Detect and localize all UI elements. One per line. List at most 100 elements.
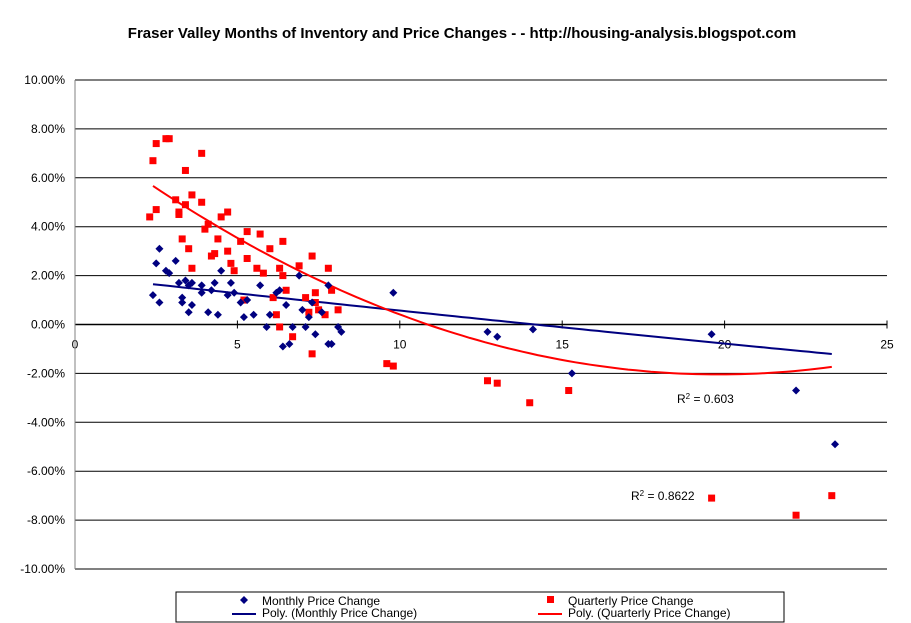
- monthly-point: [187, 300, 196, 309]
- monthly-point: [171, 256, 180, 265]
- monthly-point: [528, 325, 537, 334]
- r2-annotation-monthly: R2 = 0.603: [677, 392, 734, 407]
- monthly-point: [178, 298, 187, 307]
- monthly-point: [184, 308, 193, 317]
- y-tick-label: 10.00%: [24, 73, 65, 87]
- quarterly-point: [308, 252, 316, 260]
- monthly-point: [155, 244, 164, 253]
- quarterly-point: [149, 157, 157, 165]
- quarterly-point: [334, 306, 342, 314]
- monthly-point: [265, 310, 274, 319]
- quarterly-point: [204, 220, 212, 228]
- quarterly-point: [276, 264, 284, 272]
- y-tick-label: 2.00%: [31, 269, 65, 283]
- y-tick-label: -8.00%: [27, 513, 65, 527]
- monthly-point: [707, 330, 716, 339]
- monthly-point: [249, 310, 258, 319]
- monthly-point: [148, 291, 157, 300]
- monthly-point: [567, 369, 576, 378]
- y-tick-label: 4.00%: [31, 220, 65, 234]
- monthly-point: [285, 340, 294, 349]
- monthly-point: [334, 322, 343, 331]
- legend-label-quarterly-trend: Poly. (Quarterly Price Change): [568, 606, 731, 620]
- legend: Monthly Price Change Quarterly Price Cha…: [175, 591, 785, 623]
- monthly-point: [217, 266, 226, 275]
- monthly-point: [230, 288, 239, 297]
- quarterly-point: [708, 494, 716, 502]
- quarterly-point: [493, 379, 501, 387]
- quarterly-point: [383, 360, 391, 368]
- monthly-point: [239, 313, 248, 322]
- monthly-point: [262, 322, 271, 331]
- monthly-point: [165, 269, 174, 278]
- quarterly-point: [279, 272, 287, 280]
- quarterly-point: [279, 237, 287, 245]
- quarterly-point: [565, 387, 573, 395]
- quarterly-point: [152, 140, 160, 148]
- quarterly-point: [188, 191, 196, 199]
- quarterly-point: [243, 228, 251, 236]
- legend-label-monthly-trend: Poly. (Monthly Price Change): [262, 606, 417, 620]
- y-tick-label: 6.00%: [31, 171, 65, 185]
- chart-title: Fraser Valley Months of Inventory and Pr…: [128, 25, 796, 42]
- quarterly-point: [311, 289, 319, 297]
- quarterly-point: [483, 377, 491, 385]
- monthly-point: [197, 288, 206, 297]
- svg-text:R2 = 0.603: R2 = 0.603: [677, 392, 734, 407]
- x-tick-label: 15: [556, 338, 570, 352]
- monthly-point: [152, 259, 161, 268]
- quarterly-point: [152, 206, 160, 214]
- quarterly-point: [227, 259, 235, 267]
- quarterly-point: [282, 286, 290, 294]
- legend-label-quarterly: Quarterly Price Change: [568, 594, 694, 608]
- quarterly-point: [302, 294, 310, 302]
- quarterly-point: [224, 247, 232, 255]
- quarterly-point: [188, 264, 196, 272]
- quarterly-point: [792, 511, 800, 519]
- monthly-point: [181, 276, 190, 285]
- quarterly-point: [181, 201, 189, 209]
- monthly-point: [236, 298, 245, 307]
- quarterly-point: [201, 225, 209, 233]
- y-tick-label: -10.00%: [20, 562, 65, 576]
- svg-text:R2 = 0.8622: R2 = 0.8622: [631, 489, 695, 504]
- quarterly-point: [276, 323, 284, 331]
- monthly-point: [304, 313, 313, 322]
- monthly-point: [493, 332, 502, 341]
- monthly-point: [197, 281, 206, 290]
- monthly-point: [483, 327, 492, 336]
- monthly-point: [327, 340, 336, 349]
- monthly-point: [204, 308, 213, 317]
- x-tick-label: 25: [880, 338, 894, 352]
- y-tick-label: 0.00%: [31, 318, 65, 332]
- monthly-point: [155, 298, 164, 307]
- quarterly-point: [230, 267, 238, 275]
- trendline-quarterly: [152, 185, 832, 376]
- quarterly-point: [324, 264, 332, 272]
- quarterly-point: [214, 235, 222, 243]
- quarterly-point: [178, 235, 186, 243]
- quarterly-point: [308, 350, 316, 358]
- quarterly-point: [253, 264, 261, 272]
- quarterly-point: [217, 213, 225, 221]
- quarterly-point: [181, 166, 189, 174]
- monthly-point: [324, 281, 333, 290]
- legend-marker-monthly: [240, 596, 248, 604]
- monthly-point: [226, 278, 235, 287]
- x-tick-label: 10: [393, 338, 407, 352]
- quarterly-point: [237, 237, 245, 245]
- monthly-point: [207, 286, 216, 295]
- quarterly-point: [269, 294, 277, 302]
- monthly-point: [298, 305, 307, 314]
- monthly-point: [295, 271, 304, 280]
- quarterly-point: [146, 213, 154, 221]
- quarterly-point: [295, 262, 303, 270]
- quarterly-point: [243, 254, 251, 262]
- monthly-point: [256, 281, 265, 290]
- r2-annotation-quarterly: R2 = 0.8622: [631, 489, 695, 504]
- y-axis-ticks: 10.00% 8.00% 6.00% 4.00% 2.00% 0.00% -2.00% -4.…: [20, 73, 65, 576]
- y-tick-label: -4.00%: [27, 415, 65, 429]
- y-tick-label: -6.00%: [27, 464, 65, 478]
- quarterly-point: [256, 230, 264, 238]
- quarterly-point: [175, 208, 183, 216]
